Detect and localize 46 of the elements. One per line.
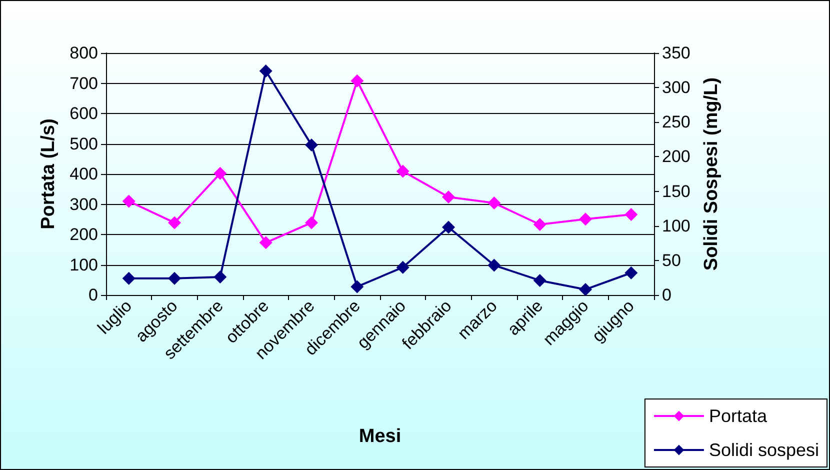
x-axis-title: Mesi bbox=[358, 426, 402, 447]
y2-tick-label: 250 bbox=[662, 112, 690, 132]
point bbox=[259, 236, 272, 250]
point bbox=[624, 208, 638, 222]
point bbox=[168, 216, 181, 230]
y-tick-label: 0 bbox=[88, 286, 98, 304]
y2-tick-label: 200 bbox=[662, 147, 690, 166]
y2-tick-label: 50 bbox=[662, 250, 681, 270]
point bbox=[624, 266, 638, 280]
y2-tick-label: 100 bbox=[662, 216, 690, 236]
point bbox=[122, 194, 136, 208]
y-tick-label: 700 bbox=[70, 74, 98, 93]
y-tick-label: 500 bbox=[70, 134, 98, 154]
point bbox=[396, 260, 410, 274]
point bbox=[533, 274, 546, 287]
legend-label: Portata bbox=[708, 406, 768, 426]
y-tick-label: 800 bbox=[70, 44, 98, 62]
point bbox=[488, 196, 501, 210]
point bbox=[168, 272, 181, 285]
point bbox=[533, 218, 546, 232]
point bbox=[259, 64, 272, 78]
point bbox=[350, 74, 364, 88]
point bbox=[488, 258, 501, 272]
y2-tick-label: 300 bbox=[662, 78, 690, 98]
point bbox=[579, 212, 592, 226]
legend-label: Solidi sospesi bbox=[708, 440, 820, 460]
y-tick-label: 300 bbox=[70, 194, 98, 214]
y-tick-label: 600 bbox=[70, 104, 98, 123]
y-tick-label: 100 bbox=[70, 255, 98, 274]
y-tick-label: 400 bbox=[70, 164, 98, 184]
y-tick-label: 200 bbox=[70, 225, 98, 244]
point bbox=[396, 164, 410, 178]
point bbox=[579, 282, 592, 296]
point bbox=[305, 216, 318, 230]
point bbox=[214, 270, 227, 284]
point bbox=[442, 190, 455, 204]
point bbox=[122, 272, 136, 285]
y2-tick-label: 350 bbox=[662, 44, 690, 62]
point bbox=[214, 166, 227, 180]
y-axis-title: Portata (L/s) bbox=[38, 118, 59, 230]
y2-tick-label: 0 bbox=[662, 286, 672, 304]
y2-tick-label: 150 bbox=[662, 182, 690, 201]
point bbox=[350, 280, 364, 294]
point bbox=[305, 138, 318, 152]
point bbox=[442, 220, 455, 234]
y2-axis-title: Solidi Sospesi (mg/L) bbox=[701, 77, 722, 271]
